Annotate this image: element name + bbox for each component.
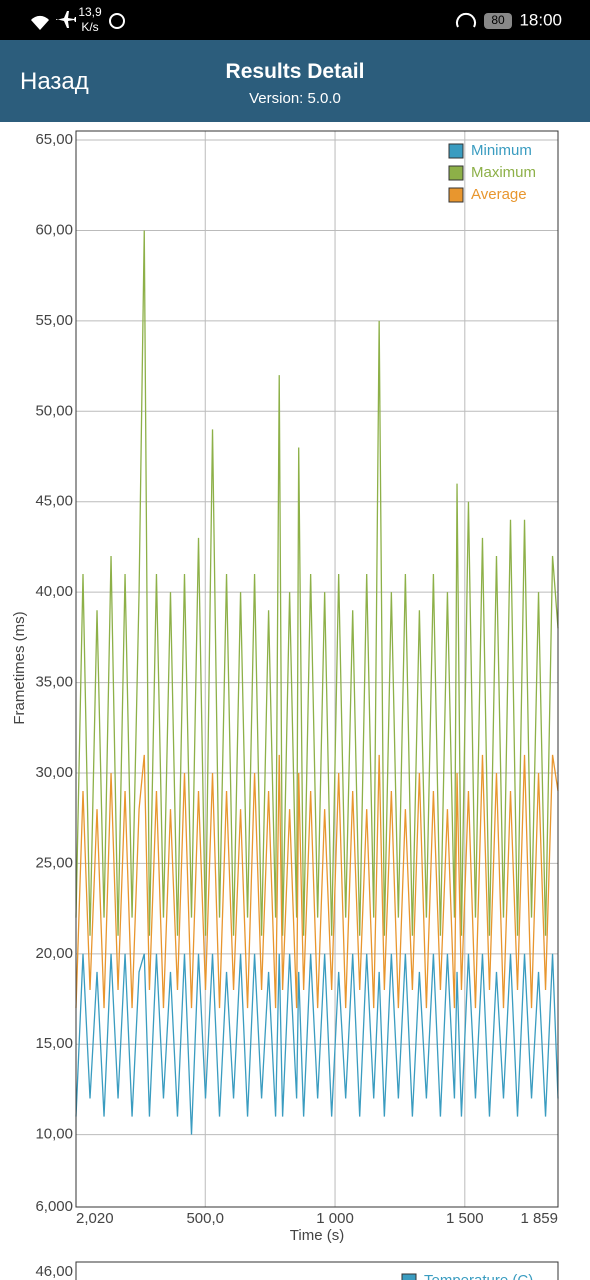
airplane-icon bbox=[56, 11, 76, 28]
y-tick-label: 25,00 bbox=[35, 854, 73, 871]
legend-swatch bbox=[448, 165, 464, 181]
legend-label: Maximum bbox=[471, 164, 536, 181]
next-chart-legend-swatch bbox=[401, 1273, 417, 1280]
x-tick-label: 1 500 bbox=[446, 1210, 484, 1227]
x-axis-label: Time (s) bbox=[290, 1227, 344, 1244]
y-tick-label: 10,00 bbox=[35, 1126, 73, 1143]
y-tick-label: 35,00 bbox=[35, 674, 73, 691]
series-line bbox=[75, 953, 559, 1135]
y-tick-label: 60,00 bbox=[35, 221, 73, 238]
series-line bbox=[75, 754, 559, 1009]
y-tick-label: 55,00 bbox=[35, 312, 73, 329]
subtitle: Version: 5.0.0 bbox=[249, 90, 341, 107]
title: Results Detail bbox=[225, 60, 365, 83]
battery-level: 80 bbox=[491, 13, 505, 27]
y-tick-label: 20,00 bbox=[35, 945, 73, 962]
y-tick-label: 50,00 bbox=[35, 402, 73, 419]
legend-label: Minimum bbox=[471, 142, 532, 159]
legend-swatch bbox=[448, 187, 464, 203]
status-icons: 13,9 K/s 80 18:00 bbox=[31, 5, 562, 34]
series-line bbox=[75, 230, 559, 936]
y-tick-label: 65,00 bbox=[35, 131, 73, 148]
back-button[interactable]: Назад bbox=[20, 68, 89, 95]
y-tick-label: 40,00 bbox=[35, 583, 73, 600]
wifi-icon bbox=[31, 15, 49, 30]
next-chart-tick: 46,00 bbox=[35, 1263, 73, 1280]
plot-frame bbox=[75, 130, 559, 1208]
legend-swatch bbox=[448, 143, 464, 159]
x-tick-label: 1 000 bbox=[316, 1210, 354, 1227]
legend-label: Average bbox=[471, 186, 527, 203]
x-tick-label: 1 859 bbox=[520, 1210, 558, 1227]
chart: Frametimes (ms) Time (s) 46,00 Temperatu… bbox=[11, 130, 559, 1280]
speed-icon bbox=[456, 12, 476, 28]
net-speed: 13,9 bbox=[78, 5, 102, 19]
y-tick-label: 6,000 bbox=[35, 1198, 73, 1215]
x-tick-label: 2,020 bbox=[76, 1210, 114, 1227]
y-tick-label: 30,00 bbox=[35, 764, 73, 781]
next-chart-frame bbox=[75, 1261, 559, 1280]
alarm-icon bbox=[109, 13, 125, 29]
battery-icon bbox=[484, 13, 512, 29]
y-axis-label: Frametimes (ms) bbox=[11, 611, 28, 724]
y-tick-label: 15,00 bbox=[35, 1035, 73, 1052]
y-tick-label: 45,00 bbox=[35, 493, 73, 510]
next-chart-legend: Temperature (C) bbox=[424, 1272, 533, 1280]
x-tick-label: 500,0 bbox=[186, 1210, 224, 1227]
app-header: Назад Results Detail Version: 5.0.0 bbox=[0, 40, 590, 122]
status-bar: 13,9 K/s 80 18:00 bbox=[0, 0, 590, 40]
clock: 18:00 bbox=[519, 10, 562, 29]
net-speed-unit: K/s bbox=[81, 20, 98, 34]
